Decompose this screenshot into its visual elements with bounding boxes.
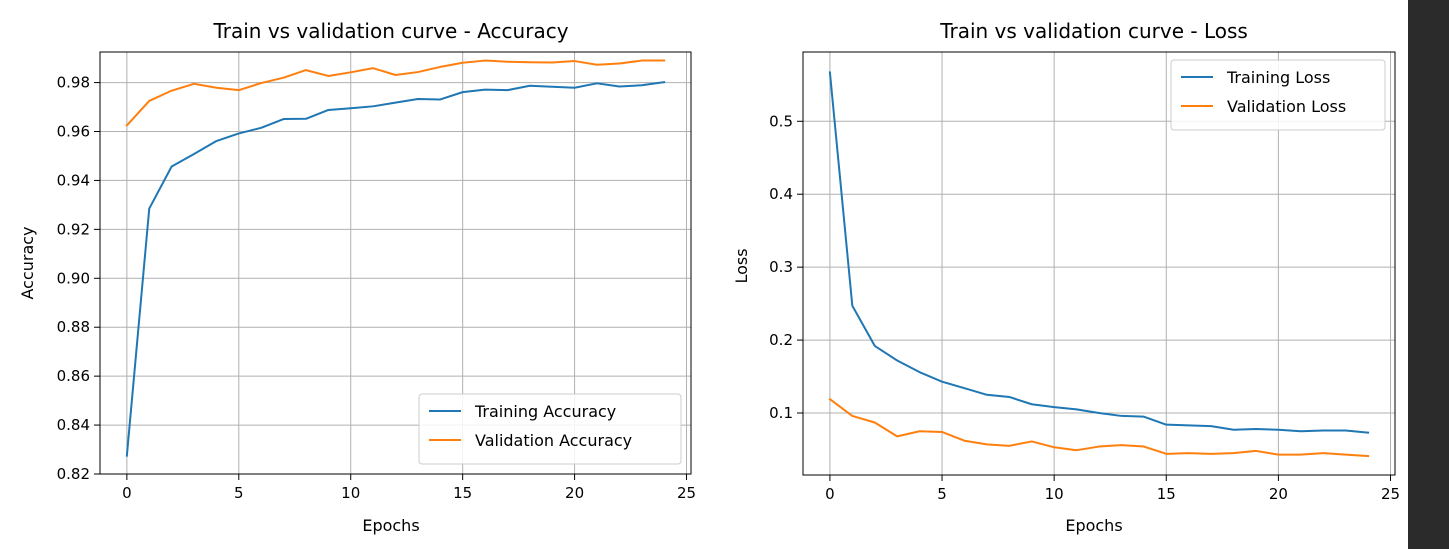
accuracy-x-tick-label: 20 — [565, 484, 584, 502]
loss-legend-entry: Training Loss — [1226, 68, 1330, 87]
loss-x-tick-label: 10 — [1045, 485, 1064, 503]
loss-y-tick-label: 0.5 — [769, 112, 793, 130]
accuracy-chart-title: Train vs validation curve - Accuracy — [212, 19, 568, 43]
accuracy-legend: Training Accuracy Validation Accuracy — [418, 393, 682, 465]
loss-x-tick-label: 20 — [1269, 485, 1288, 503]
accuracy-y-tick-label: 0.94 — [57, 171, 90, 189]
loss-y-tick-label: 0.2 — [769, 331, 793, 349]
accuracy-y-tick-label: 0.82 — [57, 465, 90, 483]
loss-x-tick-label: 5 — [937, 485, 947, 503]
accuracy-y-tick-label: 0.92 — [57, 220, 90, 238]
loss-plot-frame — [802, 51, 1396, 476]
loss-series-line-validation — [828, 397, 1370, 458]
accuracy-x-tick-label: 25 — [677, 484, 696, 502]
accuracy-series-line-validation — [125, 59, 666, 127]
loss-legend-box — [1170, 59, 1386, 131]
loss-x-axis-label: Epochs — [1065, 516, 1122, 535]
accuracy-legend-box — [418, 393, 682, 465]
accuracy-series-line-training — [125, 80, 666, 457]
accuracy-x-tick-label: 5 — [234, 484, 244, 502]
loss-chart-title: Train vs validation curve - Loss — [939, 19, 1248, 43]
accuracy-y-tick-label: 0.84 — [57, 416, 90, 434]
accuracy-plot-frame — [99, 51, 692, 475]
accuracy-y-tick-label: 0.90 — [57, 269, 90, 287]
loss-legend-entry: Validation Loss — [1227, 97, 1346, 116]
loss-y-tick-label: 0.1 — [769, 404, 793, 422]
right-dark-strip — [1408, 0, 1449, 549]
accuracy-y-tick-label: 0.96 — [57, 123, 90, 141]
accuracy-chart: Train vs validation curve - Accuracy Epo… — [18, 19, 696, 535]
accuracy-y-tick-label: 0.98 — [57, 74, 90, 92]
loss-y-tick-label: 0.3 — [769, 258, 793, 276]
accuracy-x-axis-label: Epochs — [362, 516, 419, 535]
accuracy-legend-entry: Training Accuracy — [474, 402, 616, 421]
loss-y-tick-label: 0.4 — [769, 185, 793, 203]
loss-x-tick-label: 25 — [1381, 485, 1400, 503]
accuracy-y-axis-label: Accuracy — [18, 226, 37, 299]
loss-legend: Training Loss Validation Loss — [1170, 59, 1386, 131]
accuracy-x-tick-label: 0 — [122, 484, 132, 502]
accuracy-x-tick-label: 15 — [453, 484, 472, 502]
loss-series-line-training — [828, 71, 1370, 434]
accuracy-legend-entry: Validation Accuracy — [475, 431, 632, 450]
loss-x-tick-label: 15 — [1157, 485, 1176, 503]
accuracy-y-tick-label: 0.86 — [57, 367, 90, 385]
loss-chart: Train vs validation curve - Loss Epochs … — [732, 19, 1400, 535]
loss-y-axis-label: Loss — [732, 248, 751, 283]
accuracy-x-tick-label: 10 — [341, 484, 360, 502]
accuracy-y-tick-label: 0.88 — [57, 318, 90, 336]
loss-x-tick-label: 0 — [825, 485, 835, 503]
